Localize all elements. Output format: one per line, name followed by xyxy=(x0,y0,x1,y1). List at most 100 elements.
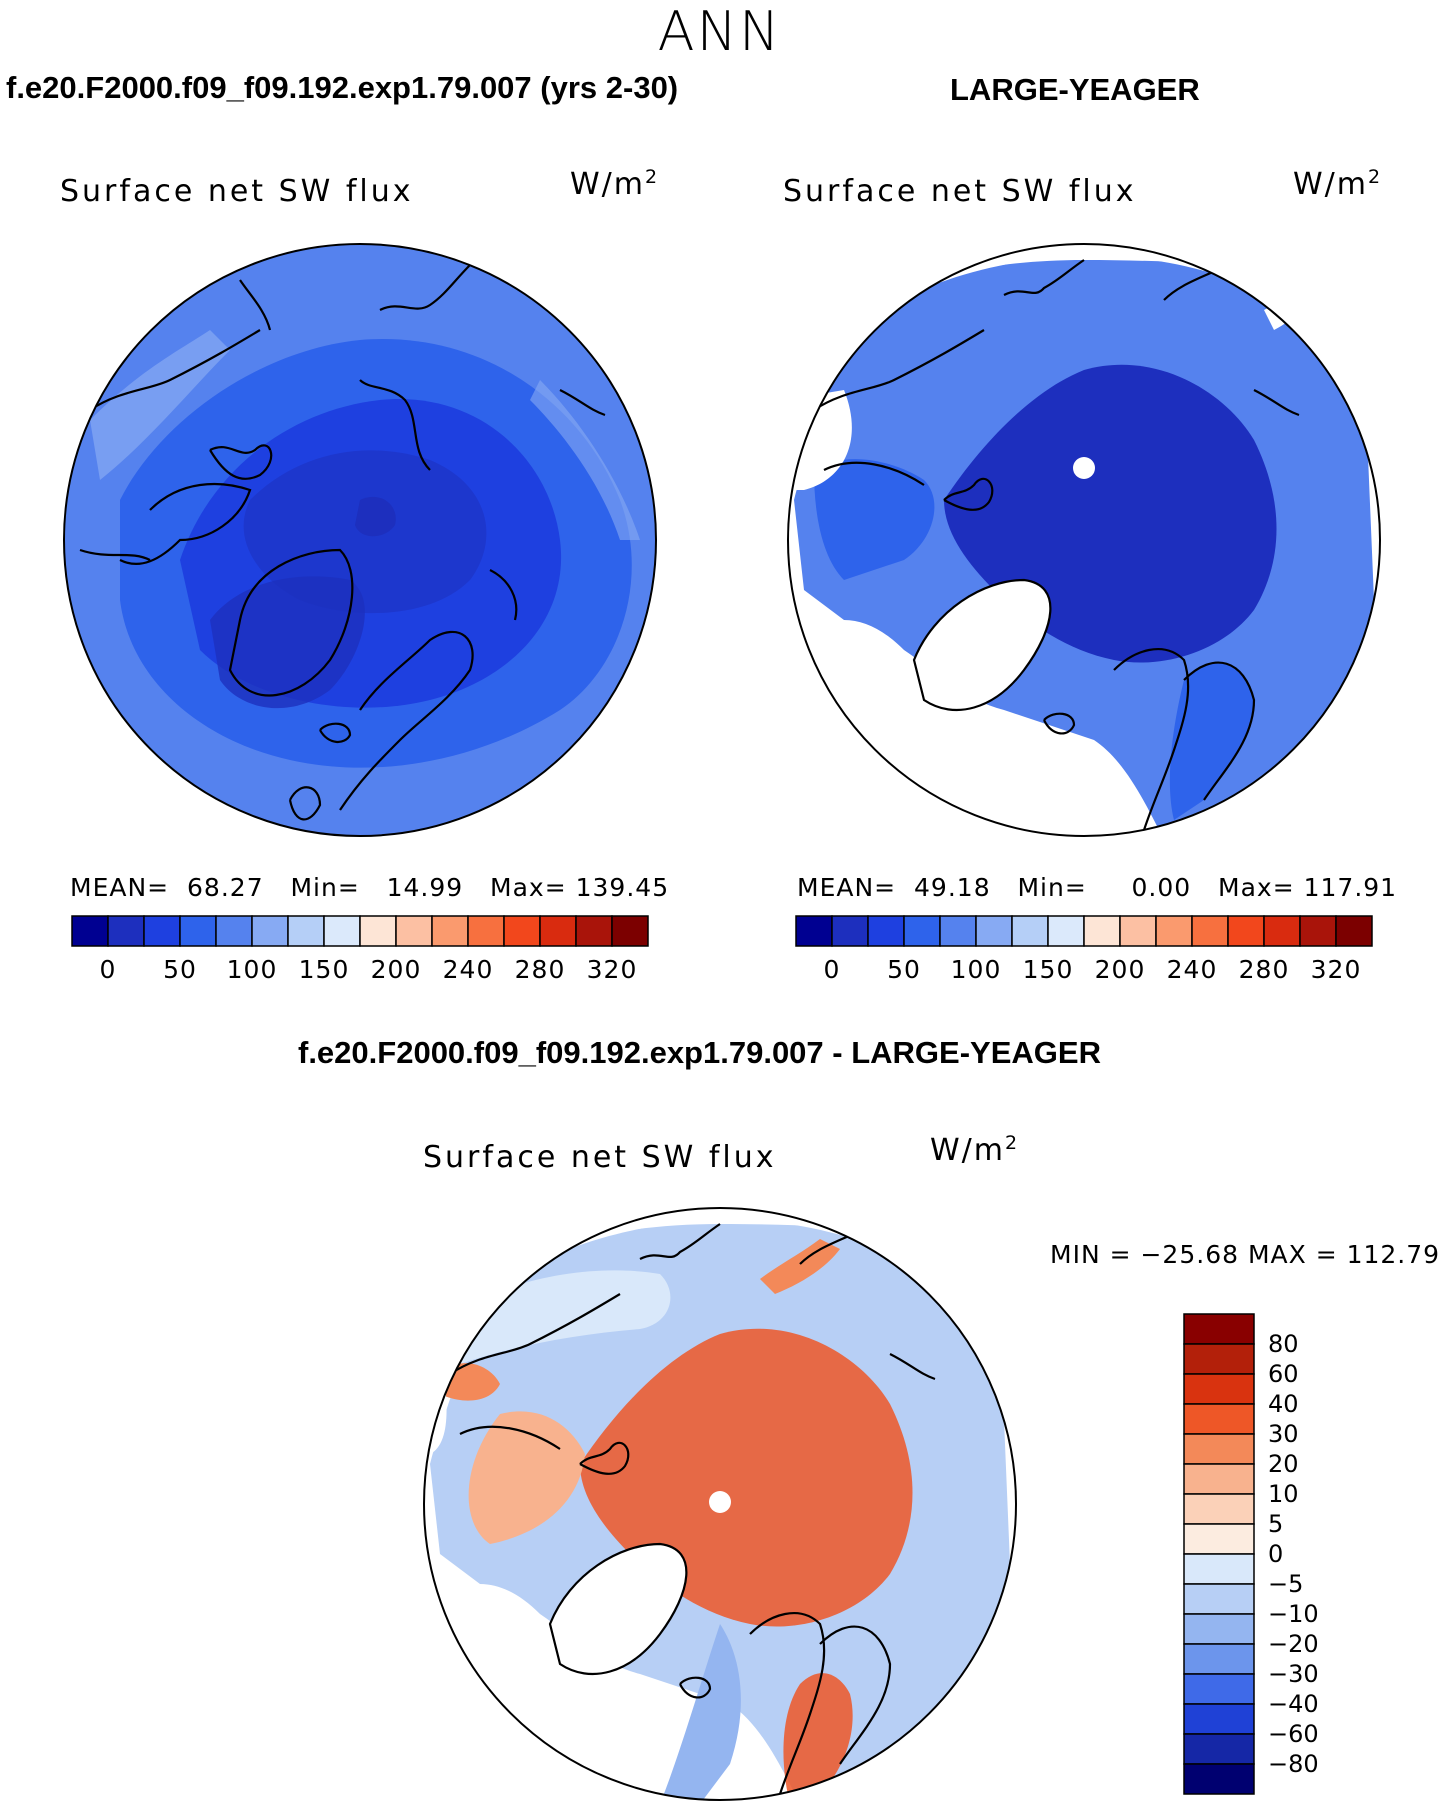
difference-colorbar-labels: 80 60 40 30 20 10 5 0 −5 −10 −20 −30 −40 −60 −80 xyxy=(1268,1313,1388,1795)
panel-2-colorbar-tick-label: 50 xyxy=(887,955,921,984)
difference-colorbar-swatch xyxy=(1183,1643,1255,1675)
difference-colorbar xyxy=(1183,1313,1255,1795)
difference-colorbar-swatch xyxy=(1183,1523,1255,1555)
panel-2-colorbar-labels: 0 50 100 150 200 240 280 320 xyxy=(794,955,1374,985)
difference-colorbar-swatch xyxy=(1183,1433,1255,1465)
page-title: ANN xyxy=(657,0,782,63)
panel-2-colorbar-tick-label: 240 xyxy=(1166,955,1218,984)
panel-2-colorbar-swatch xyxy=(1227,915,1265,947)
panel-1-colorbar-swatch xyxy=(179,915,217,947)
panel-1-colorbar-swatch xyxy=(431,915,469,947)
difference-colorbar-tick-label: 20 xyxy=(1268,1450,1299,1478)
difference-colorbar-swatch xyxy=(1183,1463,1255,1495)
panel-2-colorbar-swatch xyxy=(1119,915,1157,947)
difference-colorbar-tick-label: −40 xyxy=(1268,1690,1319,1718)
difference-colorbar-tick-label: 30 xyxy=(1268,1420,1299,1448)
panel-2-polar-map xyxy=(787,243,1381,837)
difference-colorbar-tick-label: −60 xyxy=(1268,1720,1319,1748)
difference-colorbar-tick-label: 5 xyxy=(1268,1510,1284,1538)
panel-1-colorbar-swatch xyxy=(359,915,397,947)
panel-2-case-title: LARGE-YEAGER xyxy=(950,72,1200,107)
panel-1-colorbar-swatch xyxy=(323,915,361,947)
difference-colorbar-tick-label: 10 xyxy=(1268,1480,1299,1508)
difference-colorbar-tick-label: −20 xyxy=(1268,1630,1319,1658)
panel-2-colorbar-swatch xyxy=(939,915,977,947)
panel-2-colorbar-tick-label: 200 xyxy=(1094,955,1146,984)
difference-colorbar-tick-label: −30 xyxy=(1268,1660,1319,1688)
panel-1-colorbar xyxy=(71,915,649,947)
panel-2-colorbar-tick-label: 100 xyxy=(950,955,1002,984)
panel-1-colorbar-swatch xyxy=(611,915,649,947)
panel-2-colorbar-tick-label: 320 xyxy=(1310,955,1362,984)
panel-2-units: W/m2 xyxy=(1293,166,1383,202)
panel-1-case-title: f.e20.F2000.f09_f09.192.exp1.79.007 (yrs… xyxy=(6,70,679,105)
panel-2-colorbar-swatch xyxy=(1011,915,1049,947)
panel-1-units: W/m2 xyxy=(570,166,660,202)
difference-units: W/m2 xyxy=(930,1132,1020,1168)
panel-1-colorbar-swatch xyxy=(215,915,253,947)
panel-2-colorbar-swatch xyxy=(1155,915,1193,947)
panel-2-colorbar-swatch xyxy=(975,915,1013,947)
panel-2-variable-title: Surface net SW flux xyxy=(783,174,1137,209)
difference-polar-map xyxy=(423,1207,1017,1801)
difference-colorbar-tick-label: −5 xyxy=(1268,1570,1304,1598)
panel-1-colorbar-swatch xyxy=(539,915,577,947)
panel-2-colorbar xyxy=(795,915,1373,947)
difference-colorbar-swatch xyxy=(1183,1583,1255,1615)
panel-1-colorbar-swatch xyxy=(287,915,325,947)
panel-2-colorbar-swatch xyxy=(903,915,941,947)
difference-colorbar-tick-label: −10 xyxy=(1268,1600,1319,1628)
panel-2-colorbar-tick-label: 280 xyxy=(1238,955,1290,984)
panel-1-colorbar-tick-label: 280 xyxy=(514,955,566,984)
panel-1-colorbar-labels: 0 50 100 150 200 240 280 320 xyxy=(70,955,650,985)
panel-2-colorbar-swatch xyxy=(831,915,869,947)
panel-2-colorbar-swatch xyxy=(1335,915,1373,947)
panel-2-colorbar-swatch xyxy=(795,915,833,947)
panel-1-colorbar-swatch xyxy=(467,915,505,947)
panel-2-colorbar-swatch xyxy=(867,915,905,947)
difference-colorbar-swatch xyxy=(1183,1403,1255,1435)
panel-2-colorbar-swatch xyxy=(1299,915,1337,947)
difference-colorbar-swatch xyxy=(1183,1733,1255,1765)
panel-1-colorbar-swatch xyxy=(503,915,541,947)
difference-case-title: f.e20.F2000.f09_f09.192.exp1.79.007 - LA… xyxy=(298,1035,1101,1070)
panel-1-colorbar-swatch xyxy=(107,915,145,947)
panel-1-colorbar-swatch xyxy=(143,915,181,947)
panel-1-colorbar-swatch xyxy=(71,915,109,947)
panel-2-colorbar-swatch xyxy=(1263,915,1301,947)
panel-1-colorbar-tick-label: 200 xyxy=(370,955,422,984)
panel-1-polar-map xyxy=(63,243,657,837)
panel-2-colorbar-tick-label: 0 xyxy=(823,955,841,984)
panel-1-colorbar-tick-label: 320 xyxy=(586,955,638,984)
panel-2-stats: MEAN= 49.18 Min= 0.00 Max= 117.91 xyxy=(797,873,1398,902)
panel-1-colorbar-tick-label: 50 xyxy=(163,955,197,984)
difference-colorbar-tick-label: 40 xyxy=(1268,1390,1299,1418)
difference-colorbar-tick-label: −80 xyxy=(1268,1750,1319,1778)
difference-minmax: MIN = −25.68 MAX = 112.79 xyxy=(1050,1240,1439,1269)
difference-colorbar-tick-label: 60 xyxy=(1268,1360,1299,1388)
difference-colorbar-swatch xyxy=(1183,1493,1255,1525)
difference-colorbar-swatch xyxy=(1183,1673,1255,1705)
difference-colorbar-tick-label: 80 xyxy=(1268,1330,1299,1358)
difference-colorbar-swatch xyxy=(1183,1613,1255,1645)
difference-variable-title: Surface net SW flux xyxy=(423,1140,777,1175)
panel-1-stats: MEAN= 68.27 Min= 14.99 Max= 139.45 xyxy=(70,873,670,902)
panel-2-colorbar-tick-label: 150 xyxy=(1022,955,1074,984)
difference-colorbar-swatch xyxy=(1183,1553,1255,1585)
panel-1-colorbar-swatch xyxy=(251,915,289,947)
difference-colorbar-swatch xyxy=(1183,1373,1255,1405)
panel-2-colorbar-swatch xyxy=(1083,915,1121,947)
difference-colorbar-swatch xyxy=(1183,1703,1255,1735)
panel-2-colorbar-swatch xyxy=(1047,915,1085,947)
panel-1-colorbar-tick-label: 240 xyxy=(442,955,494,984)
difference-colorbar-swatch xyxy=(1183,1343,1255,1375)
panel-1-colorbar-swatch xyxy=(575,915,613,947)
panel-1-colorbar-tick-label: 150 xyxy=(298,955,350,984)
difference-colorbar-swatch xyxy=(1183,1313,1255,1345)
difference-colorbar-tick-label: 0 xyxy=(1268,1540,1284,1568)
difference-colorbar-swatch xyxy=(1183,1763,1255,1795)
panel-1-variable-title: Surface net SW flux xyxy=(60,174,414,209)
panel-2-colorbar-swatch xyxy=(1191,915,1229,947)
panel-1-colorbar-swatch xyxy=(395,915,433,947)
panel-1-colorbar-tick-label: 100 xyxy=(226,955,278,984)
